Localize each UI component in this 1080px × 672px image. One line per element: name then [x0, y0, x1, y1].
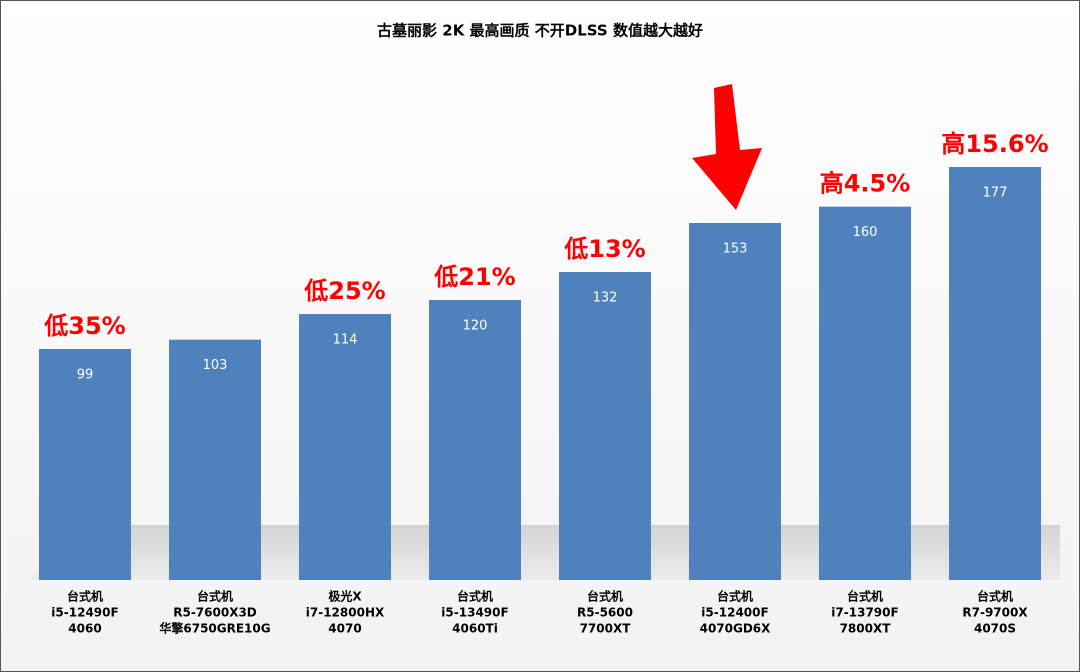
- x-tick-label: 4070GD6X: [700, 622, 772, 636]
- x-tick-label: 台式机: [717, 589, 753, 604]
- x-tick-label: i7-13790F: [831, 606, 898, 620]
- x-tick-label: R5-7600X3D: [173, 606, 257, 620]
- bar: [299, 314, 391, 580]
- x-tick-label: 7800XT: [840, 622, 892, 636]
- bar: [689, 223, 781, 580]
- x-tick-label: 华擎6750GRE10G: [159, 621, 270, 636]
- x-tick-label: 极光X: [328, 589, 362, 604]
- value-label: 103: [203, 358, 228, 373]
- bar: [169, 339, 261, 580]
- x-tick-label: 台式机: [457, 589, 493, 604]
- annotation: 低35%: [43, 312, 125, 340]
- x-tick-label: 台式机: [847, 589, 883, 604]
- x-tick-label: i5-12400F: [701, 606, 768, 620]
- value-label: 132: [593, 291, 618, 306]
- x-tick-label: 台式机: [197, 589, 233, 604]
- x-tick-label: 4060Ti: [452, 622, 498, 636]
- value-label: 114: [333, 333, 358, 348]
- annotation: 高15.6%: [941, 130, 1048, 158]
- bar: [39, 349, 131, 580]
- x-tick-label: i5-13490F: [441, 606, 508, 620]
- x-tick-label: 4070: [328, 622, 361, 636]
- floor-shadow: [30, 525, 1060, 580]
- bar: [429, 300, 521, 580]
- x-tick-label: 4060: [68, 622, 101, 636]
- annotation: 低21%: [433, 263, 515, 291]
- x-tick-label: R7-9700X: [962, 606, 1028, 620]
- highlight-arrow: [692, 84, 762, 210]
- bar: [949, 167, 1041, 580]
- value-label: 160: [853, 225, 878, 240]
- bar: [819, 206, 911, 580]
- x-tick-label: 7700XT: [580, 622, 632, 636]
- x-tick-label: 台式机: [587, 589, 623, 604]
- x-tick-label: i7-12800HX: [306, 606, 385, 620]
- x-tick-label: R5-5600: [577, 606, 633, 620]
- x-tick-label: 4070S: [974, 622, 1016, 636]
- value-label: 99: [77, 368, 94, 383]
- x-tick-label: i5-12490F: [51, 606, 118, 620]
- bar: [559, 272, 651, 580]
- value-label: 177: [983, 186, 1008, 201]
- value-label: 153: [723, 242, 748, 257]
- annotation: 高4.5%: [820, 170, 911, 198]
- x-tick-label: 台式机: [67, 589, 103, 604]
- value-label: 120: [463, 319, 488, 334]
- annotation: 低25%: [303, 277, 385, 305]
- x-tick-label: 台式机: [977, 589, 1013, 604]
- chart-title: 古墓丽影 2K 最高画质 不开DLSS 数值越大越好: [377, 22, 703, 40]
- annotation: 低13%: [563, 235, 645, 263]
